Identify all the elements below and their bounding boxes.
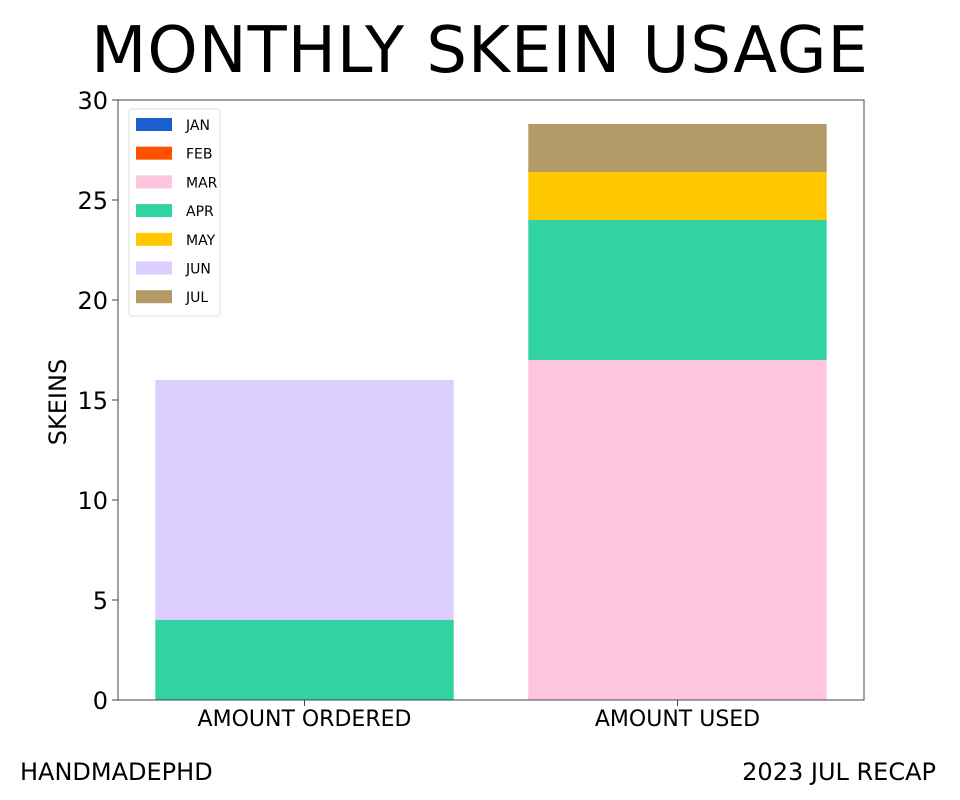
footer-recap: 2023 JUL RECAP <box>742 758 936 786</box>
y-tick-label: 30 <box>77 87 108 115</box>
legend-swatch-feb <box>136 146 172 160</box>
bar-jun-0 <box>155 380 454 620</box>
bar-jul-1 <box>528 124 827 172</box>
bar-apr-0 <box>155 620 454 700</box>
legend-swatch-jun <box>136 261 172 275</box>
legend-label-jul: JUL <box>185 290 208 306</box>
legend-swatch-jul <box>136 290 172 304</box>
bar-may-1 <box>528 172 827 220</box>
y-tick-label: 15 <box>77 387 108 415</box>
legend-swatch-apr <box>136 204 172 218</box>
y-axis-label: SKEINS <box>44 359 72 445</box>
footer-author: HANDMADEPHD <box>20 758 213 786</box>
y-tick-label: 5 <box>93 587 108 615</box>
bar-apr-1 <box>528 220 827 360</box>
legend-swatch-mar <box>136 175 172 189</box>
y-tick-label: 25 <box>77 187 108 215</box>
legend-label-jan: JAN <box>185 118 210 134</box>
y-axis: 0 5 10 15 20 25 30 <box>77 87 118 715</box>
legend-label-may: MAY <box>186 233 216 249</box>
bars-group <box>155 124 827 700</box>
x-axis: AMOUNT ORDERED AMOUNT USED <box>198 700 760 732</box>
y-tick-label: 10 <box>77 487 108 515</box>
y-tick-label: 0 <box>93 687 108 715</box>
legend-label-mar: MAR <box>186 175 218 191</box>
legend-swatch-may <box>136 232 172 246</box>
legend-label-feb: FEB <box>186 147 213 163</box>
legend-label-apr: APR <box>186 204 214 220</box>
legend-label-jun: JUN <box>185 262 211 278</box>
legend: JAN FEB MAR APR MAY JUN JUL <box>128 108 221 317</box>
legend-swatch-jan <box>136 118 172 131</box>
x-tick-label: AMOUNT USED <box>595 707 760 732</box>
chart-title: MONTHLY SKEIN USAGE <box>91 14 869 88</box>
bar-mar-1 <box>528 360 827 700</box>
y-tick-label: 20 <box>77 287 108 315</box>
x-tick-label: AMOUNT ORDERED <box>198 707 412 732</box>
